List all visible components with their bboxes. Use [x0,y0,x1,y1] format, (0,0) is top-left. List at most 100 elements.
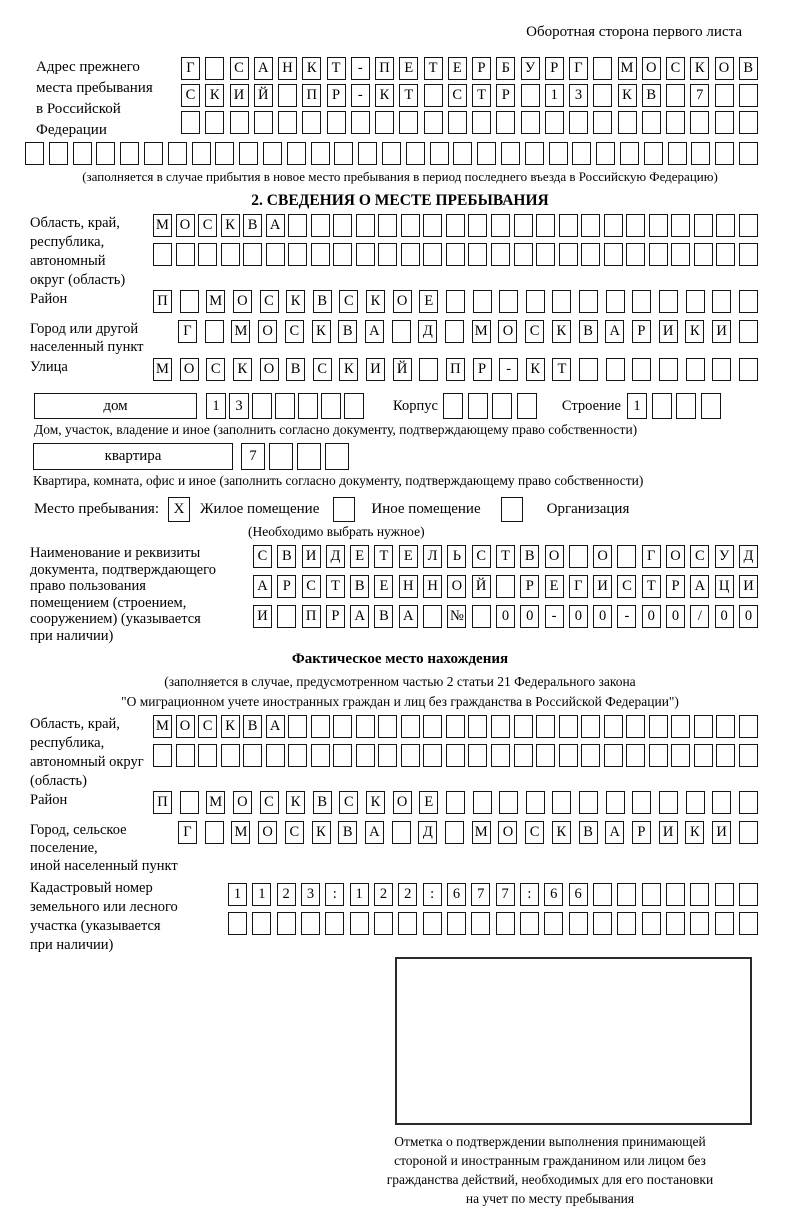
char-box: С [253,545,272,568]
char-box [48,142,68,165]
char-box [391,821,411,844]
actual-district-label: Район [30,792,68,808]
char-box: Д [418,320,438,343]
char-box [685,791,705,814]
char-box [252,393,272,419]
char-box: В [286,358,306,381]
char-box: М [153,715,172,738]
char-box [96,142,116,165]
char-box: С [471,545,491,568]
char-box [579,358,598,381]
char-box [153,243,172,266]
char-box [355,243,375,266]
district-label: Район [30,291,68,307]
char-box: 3 [569,84,588,107]
char-box: - [350,57,370,80]
char-box: С [259,290,279,313]
char-box: 7 [471,883,491,906]
char-box: А [253,57,273,80]
char-box [581,715,601,738]
char-box [617,883,637,906]
char-box [579,290,598,313]
char-box: П [153,791,172,814]
char-box: 1 [206,393,226,419]
char-box [513,744,533,767]
char-box [333,744,353,767]
char-box: С [339,290,359,313]
char-box [468,744,488,767]
char-box [738,84,758,107]
char-box: В [350,575,370,598]
char-box: К [302,57,322,80]
char-box: - [499,358,519,381]
char-box: 1 [252,883,272,906]
char-box [243,744,263,767]
char-box: Д [325,545,345,568]
char-box [286,142,306,165]
char-box [228,912,247,935]
char-box: С [690,545,710,568]
stay-type-checkbox-organization [500,497,523,522]
document-block: Наименование и реквизиты документа, подт… [30,545,800,644]
char-box [472,290,492,313]
char-box: Г [178,821,197,844]
char-box [712,290,732,313]
boxrow-apartment: 7 [241,443,349,470]
char-box [738,358,758,381]
char-box [648,715,668,738]
char-box [333,715,353,738]
char-box: М [471,821,491,844]
char-box: И [229,84,249,107]
char-box [738,821,758,844]
boxrow-prev-address-3 [181,111,758,134]
char-box [495,912,515,935]
char-box [355,744,375,767]
char-box: В [243,214,263,237]
char-box [253,111,273,134]
char-box: И [593,575,613,598]
stay-type-option-other: Иное помещение [371,501,481,517]
char-box: Р [520,575,540,598]
char-box [400,744,420,767]
char-box: Ь [447,545,467,568]
stay-type-checkbox-residential: X [168,497,190,522]
actual-region-block: Область, край, республика, автономный ок… [30,715,800,791]
char-box [477,142,497,165]
char-box [690,883,710,906]
char-box: К [375,84,394,107]
boxrow-region-2 [153,243,758,266]
actual-city-block: Город, сельское поселение, иной населенн… [30,821,800,875]
char-box [239,142,259,165]
char-box: О [232,791,252,814]
char-box: М [231,821,251,844]
char-box [536,715,556,738]
char-box: А [350,605,370,628]
char-box: Г [568,575,588,598]
char-box [525,290,545,313]
char-box: / [690,605,710,628]
house-box-label: дом [34,393,197,419]
char-box [693,744,713,767]
char-box: В [374,605,394,628]
char-box: М [206,290,226,313]
char-box: Й [392,358,412,381]
char-box [648,243,668,266]
char-box [685,358,705,381]
char-box: Б [496,57,516,80]
char-box: О [175,214,195,237]
char-box: Е [398,545,418,568]
char-box [321,393,341,419]
char-box [25,142,44,165]
char-box [569,111,588,134]
char-box: Г [178,320,197,343]
char-box [467,393,488,419]
char-box [275,393,295,419]
char-box: Т [326,57,346,80]
char-box: О [175,715,195,738]
char-box [495,575,515,598]
char-box [252,912,272,935]
char-box [513,243,533,266]
char-box: 0 [593,605,613,628]
